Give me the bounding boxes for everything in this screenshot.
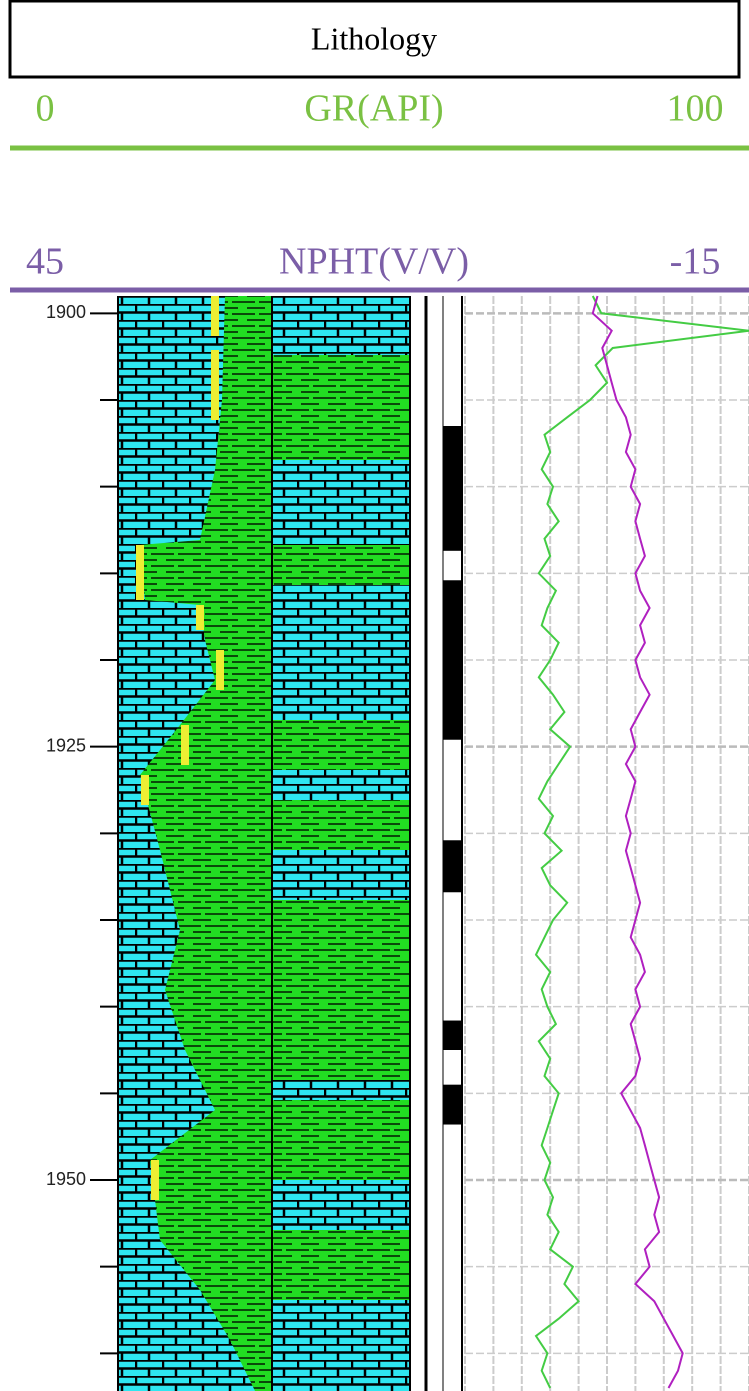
lithology-sand (136, 296, 224, 1200)
scale-min: 45 (26, 241, 64, 283)
series-name: NPHT(V/V) (279, 241, 469, 283)
scale-max: -15 (670, 241, 721, 283)
y-tick-label: 1925 (46, 735, 86, 755)
y-tick-label: 1950 (46, 1169, 86, 1189)
scale-max: 100 (667, 88, 724, 130)
y-tick-label: 1900 (46, 302, 86, 322)
series-name: GR(API) (304, 88, 443, 130)
header-box (8, 0, 741, 79)
interval (443, 1020, 462, 1050)
curve (591, 295, 684, 1389)
interval (443, 1084, 462, 1125)
scale-min: 0 (36, 88, 55, 130)
chart-title: Lithology (311, 20, 437, 56)
interval (443, 580, 462, 740)
interval (443, 840, 462, 893)
curve (534, 295, 749, 1389)
lithology-shale (140, 296, 272, 1391)
interval (443, 426, 462, 551)
lithology-shale-right (272, 355, 410, 1300)
